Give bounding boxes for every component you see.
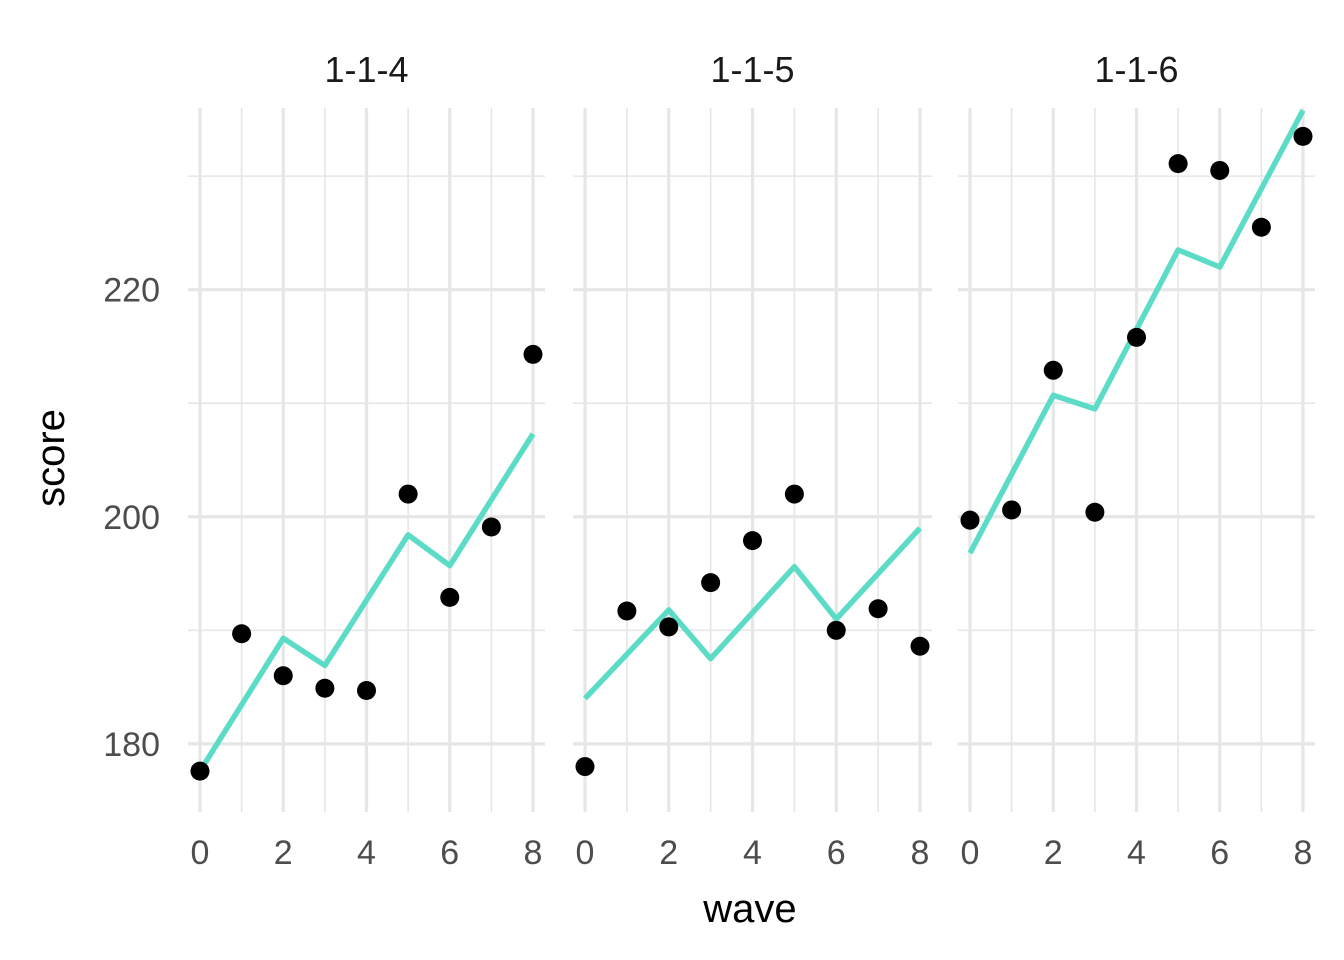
x-tick-label: 6 — [440, 834, 459, 872]
y-tick-label: 200 — [103, 499, 160, 537]
x-tick-label: 4 — [1127, 834, 1146, 872]
data-point — [960, 510, 980, 530]
data-point — [1210, 160, 1230, 180]
x-tick-label: 2 — [659, 834, 678, 872]
data-point — [398, 484, 418, 504]
data-point — [481, 517, 501, 537]
data-point — [190, 761, 210, 781]
data-point — [784, 484, 804, 504]
x-tick-label: 8 — [1294, 834, 1313, 872]
x-tick-label: 8 — [911, 834, 930, 872]
x-tick-label: 6 — [1210, 834, 1229, 872]
facet-panel-1-1-4: 0 2 4 6 8 1-1-4 — [188, 49, 545, 872]
fitted-line — [197, 432, 536, 773]
x-tick-label: 4 — [743, 834, 762, 872]
data-point — [232, 624, 252, 644]
x-tick-label: 2 — [274, 834, 293, 872]
data-point — [1251, 217, 1271, 237]
data-point — [1043, 360, 1063, 380]
y-tick-label: 180 — [103, 726, 160, 764]
data-point — [440, 587, 460, 607]
x-tick-label: 0 — [191, 834, 210, 872]
data-point — [910, 636, 930, 656]
fitted-line — [583, 526, 923, 701]
facet-label: 1-1-6 — [1094, 49, 1178, 90]
data-point — [1293, 126, 1313, 146]
x-tick-label: 0 — [961, 834, 980, 872]
facet-label: 1-1-5 — [710, 49, 794, 90]
facet-label: 1-1-4 — [324, 49, 408, 90]
y-tick-label: 220 — [103, 272, 160, 310]
x-tick-label: 2 — [1044, 834, 1063, 872]
facet-panels: 0 2 4 6 8 1-1-4 0 2 4 6 8 1-1-5 0 2 4 6 8 1-1-6 180 200 220 — [103, 49, 1315, 872]
data-point — [868, 599, 888, 619]
x-tick-label: 8 — [524, 834, 543, 872]
data-point — [743, 531, 762, 551]
x-tick-label: 6 — [827, 834, 846, 872]
facet-panel-1-1-5: 0 2 4 6 8 1-1-5 — [573, 49, 932, 872]
data-point — [523, 344, 543, 364]
x-tick-label: 4 — [357, 834, 376, 872]
data-point — [273, 666, 293, 686]
data-point — [1085, 502, 1105, 522]
data-point — [1002, 500, 1022, 520]
data-point — [315, 678, 335, 698]
data-point — [575, 757, 595, 777]
data-point — [826, 620, 846, 640]
data-point — [1127, 327, 1146, 347]
data-point — [701, 573, 721, 593]
data-point — [1168, 154, 1188, 174]
data-point — [357, 681, 376, 701]
y-axis-title: score — [29, 409, 73, 507]
x-tick-label: 0 — [576, 834, 595, 872]
data-point — [617, 601, 637, 621]
facet-panel-1-1-6: 0 2 4 6 8 1-1-6 — [958, 49, 1315, 872]
data-point — [659, 617, 679, 637]
x-axis-title: wave — [702, 887, 796, 931]
